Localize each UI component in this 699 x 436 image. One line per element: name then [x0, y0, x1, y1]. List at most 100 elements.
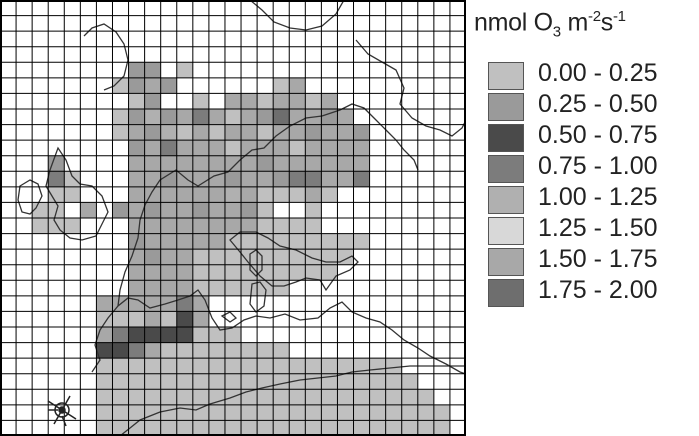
- grid-cell: [337, 233, 354, 250]
- legend-title-sub: 3: [552, 23, 561, 41]
- grid-cell: [305, 93, 322, 109]
- grid-cell: [289, 358, 306, 374]
- grid-cell: [369, 420, 386, 436]
- grid-cell: [241, 124, 258, 141]
- coastline-italy: [229, 231, 359, 292]
- grid-cell: [176, 109, 193, 125]
- legend-label: 1.25 - 1.50: [538, 214, 658, 242]
- grid-cell: [224, 280, 242, 296]
- legend-label: 1.75 - 2.00: [538, 276, 658, 304]
- grid-cell: [96, 311, 113, 327]
- grid-cell: [144, 295, 161, 312]
- grid-cell: [224, 218, 242, 234]
- legend-swatch: [488, 155, 524, 183]
- grid-cell: [160, 171, 177, 187]
- grid-cell: [241, 389, 258, 405]
- grid-cell: [321, 404, 338, 421]
- grid-cell: [176, 327, 193, 343]
- grid-cell: [160, 233, 177, 250]
- grid-cell: [176, 218, 193, 234]
- grid-cell: [289, 373, 306, 390]
- grid-cell: [144, 327, 161, 343]
- grid-cell: [144, 171, 161, 187]
- grid-cell: [289, 155, 306, 172]
- grid-cell: [192, 327, 209, 343]
- grid-cell: [433, 420, 450, 436]
- deposition-grid-map: [0, 0, 466, 436]
- legend-title-main: nmol O: [474, 8, 553, 37]
- grid-cell: [144, 264, 161, 281]
- compass-rose-icon: [47, 395, 77, 427]
- grid-cell: [273, 109, 290, 125]
- grid-cell: [96, 327, 113, 343]
- grid-cell: [176, 62, 193, 78]
- grid-cell: [208, 109, 225, 125]
- grid-cell: [208, 155, 225, 172]
- grid-cell: [369, 389, 386, 405]
- grid-cell: [241, 171, 258, 187]
- grid-cell: [160, 311, 177, 327]
- legend-label: 1.00 - 1.25: [538, 183, 658, 211]
- grid-cell: [385, 420, 402, 436]
- coastline-balearic: [220, 311, 238, 323]
- grid-cell: [305, 373, 322, 390]
- grid-cell: [160, 373, 177, 390]
- grid-cell: [224, 202, 242, 218]
- grid-cell: [176, 155, 193, 172]
- grid-cell: [128, 93, 145, 109]
- grid-cell: [48, 186, 65, 203]
- grid-cells: [32, 62, 450, 436]
- grid-cell: [160, 404, 177, 421]
- grid-cell: [289, 404, 306, 421]
- grid-cell: [144, 62, 161, 78]
- grid-cell: [176, 373, 193, 390]
- grid-cell: [353, 124, 370, 141]
- grid-cell: [208, 233, 225, 250]
- grid-cell: [192, 155, 209, 172]
- grid-cell: [257, 93, 274, 109]
- grid-cell: [241, 342, 258, 359]
- grid-cell: [128, 140, 145, 156]
- grid-cell: [369, 404, 386, 421]
- grid-cell: [48, 171, 65, 187]
- grid-cell: [192, 280, 209, 296]
- grid-cell: [144, 420, 161, 436]
- grid-cell: [321, 233, 338, 250]
- grid-cell: [192, 373, 209, 390]
- grid-cell: [128, 327, 145, 343]
- coastline-ireland: [17, 179, 43, 215]
- grid-cell: [337, 420, 354, 436]
- grid-cell: [241, 373, 258, 390]
- grid-cell: [80, 202, 97, 218]
- coastline-north-africa: [119, 365, 466, 436]
- model-grid-lines: [0, 0, 466, 436]
- grid-cell: [273, 420, 290, 436]
- grid-cell: [224, 404, 242, 421]
- grid-cell: [208, 218, 225, 234]
- grid-cell: [208, 264, 225, 281]
- grid-cell: [289, 218, 306, 234]
- grid-cell: [176, 358, 193, 374]
- legend-label: 0.25 - 0.50: [538, 90, 658, 118]
- grid-cell: [401, 420, 418, 436]
- legend-label: 1.50 - 1.75: [538, 245, 658, 273]
- grid-cell: [176, 171, 193, 187]
- grid-cell: [112, 358, 129, 374]
- grid-cell: [128, 62, 145, 78]
- grid-cell: [192, 202, 209, 218]
- grid-cell: [192, 358, 209, 374]
- grid-cell: [321, 124, 338, 141]
- grid-cell: [224, 264, 242, 281]
- legend-title-sup1: -2: [588, 8, 601, 25]
- legend-swatch: [488, 186, 524, 214]
- coastline-corsica: [249, 249, 263, 277]
- grid-cell: [321, 155, 338, 172]
- grid-cell: [305, 218, 322, 234]
- legend-swatch: [488, 124, 524, 152]
- grid-cell: [160, 186, 177, 203]
- map-legend: nmol O3 m-2s-1 0.00 - 0.25 0.25 - 0.50 0.5…: [474, 8, 696, 307]
- grid-cell: [289, 77, 306, 94]
- grid-cell: [112, 389, 129, 405]
- grid-cell: [224, 342, 242, 359]
- grid-cell: [112, 124, 129, 141]
